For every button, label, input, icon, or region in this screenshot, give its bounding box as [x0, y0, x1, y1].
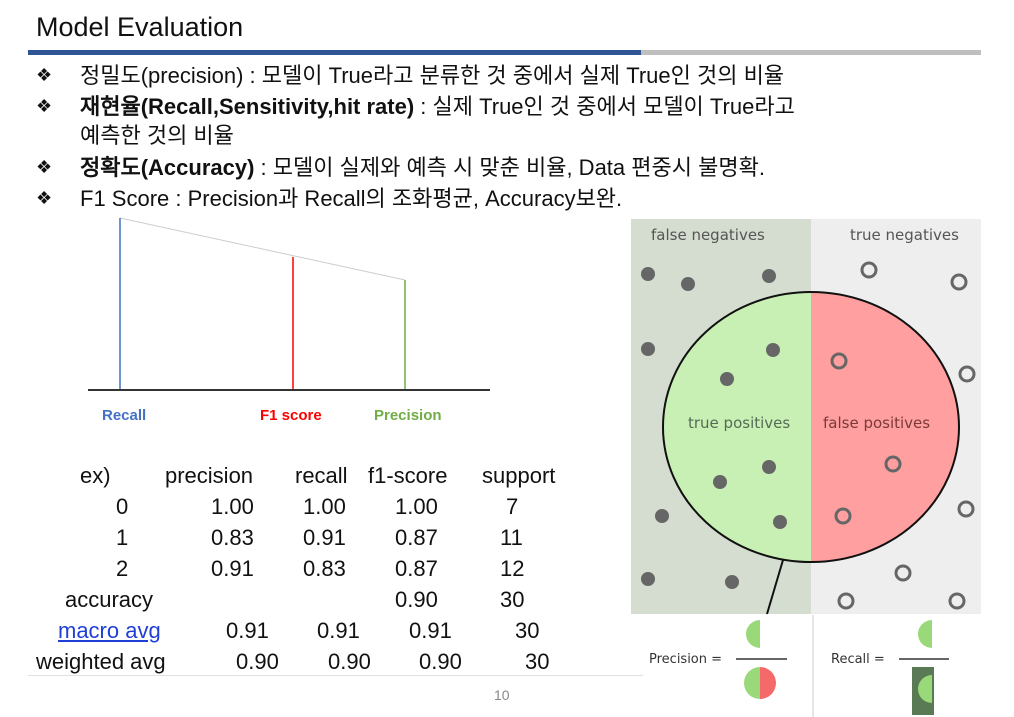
false-positives-label: false positives: [823, 414, 930, 432]
slope-line: [119, 217, 406, 281]
true-positives-label: true positives: [688, 414, 790, 432]
table-cell: 1.00: [303, 494, 346, 519]
bullet-marker-icon: ❖: [36, 188, 53, 208]
title-rule-light: [641, 50, 981, 55]
pointer-line: [766, 559, 784, 615]
table-cell: 30: [515, 618, 540, 643]
table-cell: 1.00: [395, 494, 438, 519]
precision-label: Precision: [374, 407, 442, 424]
accuracy-support: 30: [500, 587, 525, 612]
selected-elements-circle: [662, 291, 960, 563]
bullet-marker-icon: ❖: [36, 96, 53, 116]
true-negatives-label: true negatives: [850, 226, 959, 244]
bullet-text: : 실제 True인 것 중에서 모델이 True라고: [414, 94, 795, 119]
precision-recall-diagram: false negatives true negatives true posi…: [631, 219, 981, 717]
table-cell: 0.90: [236, 649, 279, 674]
bullet-bold: 정확도(Accuracy): [80, 155, 255, 180]
recall-denominator-icon: [918, 675, 932, 703]
footer-line: [28, 675, 643, 676]
table-cell: 0.91: [211, 556, 254, 581]
table-cell: 2: [116, 556, 129, 581]
header-recall: recall: [295, 463, 348, 488]
table-cell: 12: [500, 556, 525, 581]
table-cell: 11: [500, 525, 523, 550]
page-number: 10: [494, 687, 510, 703]
header-ex: ex): [80, 463, 111, 488]
slide-title: Model Evaluation: [36, 12, 244, 42]
table-cell: 0.83: [303, 556, 346, 581]
precision-denominator-left-icon: [744, 667, 760, 699]
weighted-avg-label: weighted avg: [36, 649, 166, 674]
bullet-text: F1 Score : Precision과 Recall의 조화평균, Accu…: [80, 186, 623, 211]
macro-avg-link[interactable]: macro avg: [58, 618, 161, 643]
table-cell: 0: [116, 494, 129, 519]
true-positives-region: [663, 292, 811, 562]
accuracy-label: accuracy: [65, 587, 154, 612]
bullet-text: 정밀도(precision) : 모델이 True라고 분류한 것 중에서 실제…: [80, 63, 785, 88]
false-negatives-label: false negatives: [651, 226, 765, 244]
bullet-marker-icon: ❖: [36, 65, 53, 85]
table-cell: 0.91: [317, 618, 360, 643]
f1-line-diagram: [88, 217, 490, 391]
table-cell: 0.91: [409, 618, 452, 643]
bullet-marker-icon: ❖: [36, 157, 53, 177]
irrelevant-dots: [830, 261, 976, 610]
table-cell: 0.91: [226, 618, 269, 643]
recall-formula-label: Recall =: [831, 652, 885, 667]
bullet-bold: 재현율(Recall,Sensitivity,hit rate): [80, 94, 415, 119]
table-cell: 7: [506, 494, 519, 519]
title-rule: [28, 50, 641, 55]
table-cell: 1.00: [211, 494, 254, 519]
precision-formula-label: Precision =: [649, 652, 722, 667]
table-cell: 1: [116, 525, 129, 550]
table-cell: 0.87: [395, 525, 438, 550]
table-cell: 30: [525, 649, 550, 674]
recall-numerator-icon: [918, 620, 932, 648]
header-f1: f1-score: [368, 463, 448, 488]
accuracy-f1: 0.90: [395, 587, 438, 612]
table-cell: 0.91: [303, 525, 346, 550]
f1-label: F1 score: [260, 407, 322, 424]
recall-label: Recall: [102, 407, 147, 424]
header-precision: precision: [165, 463, 254, 488]
false-positives-region: [811, 292, 959, 562]
relevant-dots: [641, 267, 787, 589]
bullet-text: : 모델이 실제와 예측 시 맞춘 비율, Data 편중시 불명확.: [254, 155, 765, 180]
table-cell: 0.90: [328, 649, 371, 674]
bullet-text: 예측한 것의 비율: [80, 123, 234, 148]
header-support: support: [482, 463, 556, 488]
table-cell: 0.87: [395, 556, 438, 581]
table-cell: 0.90: [419, 649, 462, 674]
table-cell: 0.83: [211, 525, 254, 550]
precision-numerator-icon: [746, 620, 760, 648]
precision-denominator-right-icon: [760, 667, 776, 699]
